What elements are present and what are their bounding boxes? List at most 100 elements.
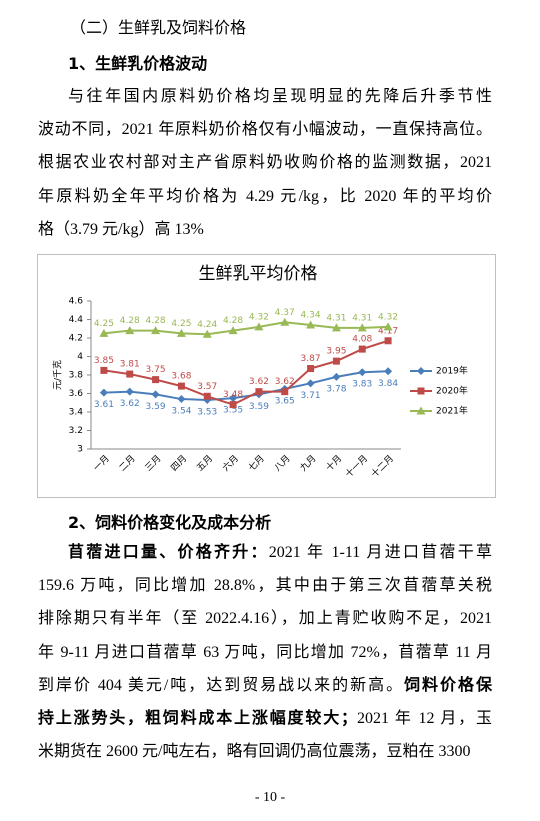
text-line: 年原料奶全年平均价格为 4.29 元/kg，比 2020 年的平均价	[38, 186, 492, 208]
page-number: - 10 -	[254, 790, 286, 805]
text-run: 苜蓿进口量、价格齐升：	[68, 544, 269, 561]
text-run: 2021 年 12 月，玉	[357, 710, 492, 727]
y-tick-label: 3	[77, 445, 83, 455]
data-label: 4.37	[275, 308, 295, 318]
point	[151, 390, 160, 399]
data-label: 4.24	[197, 320, 217, 330]
text-line: 波动不同，2021 年原料奶价格仅有小幅波动，一直保持高位。	[38, 119, 492, 141]
text-run: 饲料价格保	[404, 676, 492, 694]
legend-label: 2020年	[436, 385, 468, 397]
point	[384, 367, 393, 376]
text-run: 到岸价 404 美元/吨，达到贸易战以来的新高。	[38, 676, 405, 694]
text-run: 持上涨势头，粗饲料成本上涨幅度较大；	[38, 710, 358, 727]
point	[332, 372, 341, 381]
text-line: 排除期只有半年（至 2022.4.16），加上青贮收购不足，2021	[38, 608, 492, 630]
point	[176, 328, 186, 337]
point	[99, 388, 108, 397]
heading: （二）生鲜乳及饲料价格	[70, 20, 247, 37]
data-label: 3.62	[120, 399, 140, 409]
text-run: 与往年国内原料奶价格均呈现明显的先降后升季节性	[68, 88, 492, 105]
data-label: 4.25	[171, 319, 191, 329]
data-label: 3.87	[301, 354, 321, 364]
point	[416, 406, 426, 415]
chart-title: 生鲜乳平均价格	[199, 264, 318, 284]
point	[358, 345, 366, 353]
data-label: 4.08	[352, 335, 372, 345]
data-label: 3.61	[94, 400, 114, 410]
data-label: 4.32	[378, 312, 398, 322]
data-label: 4.31	[352, 313, 372, 323]
point	[417, 367, 425, 375]
point	[202, 329, 212, 338]
text-run: 排除期只有半年（至 2022.4.16），加上青贮收购不足，2021	[38, 610, 492, 628]
x-tick-label: 七月	[246, 453, 267, 474]
data-label: 3.55	[223, 406, 243, 416]
text-run: 米期货在 2600 元/吨左右，略有回调仍高位震荡，豆粕在 3300	[38, 743, 471, 761]
data-label: 3.85	[94, 356, 114, 366]
legend-label: 2021年	[436, 405, 468, 417]
point	[417, 387, 425, 395]
legend-label: 2019年	[436, 365, 468, 377]
data-label: 3.62	[249, 377, 269, 387]
y-axis-label: 元/千克	[53, 360, 64, 390]
data-label: 3.95	[326, 347, 346, 357]
x-tick-label: 一月	[91, 453, 112, 474]
point	[100, 366, 108, 374]
text-run: 2021 年 1-11 月进口苜蓿干草	[268, 544, 492, 561]
chart: 生鲜乳平均价格 元/千克 33.23.43.63.844.24.44.6一月 二月…	[37, 254, 496, 498]
data-label: 4.34	[301, 311, 321, 321]
text-line: 米期货在 2600 元/吨左右，略有回调仍高位震荡，豆粕在 3300	[38, 741, 492, 763]
data-label: 3.48	[223, 390, 243, 400]
data-label: 3.59	[249, 402, 269, 412]
x-tick-label: 十二月	[368, 452, 396, 480]
point	[254, 322, 264, 331]
point	[384, 337, 392, 345]
data-label: 3.71	[301, 391, 321, 401]
point	[125, 387, 134, 396]
point	[151, 326, 161, 335]
section-title: 1、生鲜乳价格波动	[68, 54, 208, 73]
point	[255, 388, 263, 396]
data-label: 3.65	[275, 396, 295, 406]
text-line: 格（3.79 元/kg）高 13%	[38, 219, 492, 241]
data-label: 3.83	[352, 380, 372, 390]
data-label: 4.17	[378, 326, 398, 336]
text-run: 格（3.79 元/kg）高 13%	[38, 220, 204, 238]
x-tick-label: 二月	[117, 453, 138, 474]
data-label: 3.75	[146, 365, 166, 375]
point	[126, 370, 134, 378]
x-tick-label: 三月	[143, 453, 164, 474]
series-line	[103, 321, 389, 336]
x-tick-label: 九月	[298, 453, 319, 474]
y-tick-label: 3.8	[69, 371, 84, 381]
point	[125, 326, 135, 335]
text-line: 与往年国内原料奶价格均呈现明显的先降后升季节性	[68, 86, 492, 108]
data-label: 3.81	[120, 360, 140, 370]
text-run: 根据农业农村部对主产省原料奶收购价格的监测数据，2021	[38, 154, 492, 172]
point	[306, 379, 315, 388]
data-label: 4.25	[94, 319, 114, 329]
point	[229, 394, 238, 403]
data-label: 4.31	[326, 313, 346, 323]
x-tick-label: 八月	[272, 453, 293, 474]
point	[99, 328, 109, 337]
y-tick-label: 3.6	[69, 389, 84, 399]
data-label: 3.68	[171, 372, 191, 382]
text-line: 到岸价 404 美元/吨，达到贸易战以来的新高。饲料价格保	[38, 675, 492, 697]
x-tick-label: 十月	[323, 452, 344, 473]
point	[306, 320, 316, 329]
data-label: 3.59	[146, 402, 166, 412]
text-line: 持上涨势头，粗饲料成本上涨幅度较大；2021 年 12 月，玉	[38, 708, 492, 730]
point	[331, 323, 341, 332]
data-label: 3.78	[326, 384, 346, 394]
data-label: 4.28	[146, 316, 166, 326]
data-label: 4.28	[120, 316, 140, 326]
data-label: 3.62	[275, 377, 295, 387]
y-tick-label: 3.4	[69, 408, 84, 418]
text-run: 年 9-11 月进口苜蓿草 63 万吨，同比增加 72%，苜蓿草 11 月	[38, 643, 492, 661]
x-tick-label: 十一月	[343, 452, 371, 480]
text-line: 苜蓿进口量、价格齐升：2021 年 1-11 月进口苜蓿干草	[68, 542, 492, 564]
point	[281, 388, 289, 396]
point	[228, 326, 238, 335]
data-label: 4.32	[249, 312, 269, 322]
